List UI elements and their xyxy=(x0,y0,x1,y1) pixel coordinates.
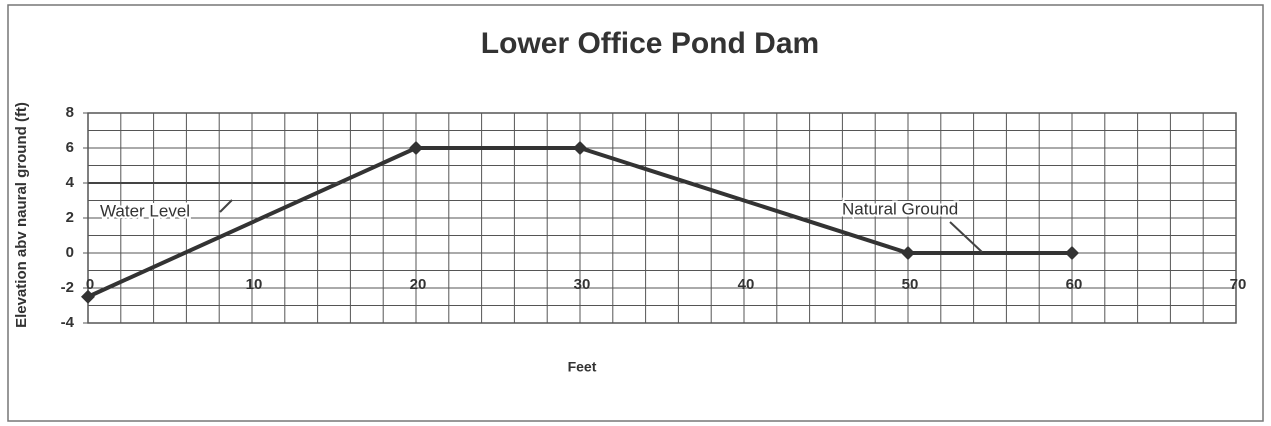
y-tick-label: 6 xyxy=(66,139,74,156)
x-tick-label: 40 xyxy=(738,276,755,293)
annotation: Water Level xyxy=(100,201,190,220)
y-axis-label: Elevation abv naural ground (ft) xyxy=(13,102,30,328)
y-tick-label: 2 xyxy=(66,209,74,226)
data-point xyxy=(901,246,915,260)
y-tick-label: 4 xyxy=(66,174,75,191)
x-tick-label: 0 xyxy=(86,276,94,293)
y-tick-label: 8 xyxy=(66,104,74,121)
y-tick-label: 0 xyxy=(66,244,74,261)
annotation: Natural Ground xyxy=(842,199,958,218)
x-tick-label: 60 xyxy=(1066,276,1083,293)
data-point xyxy=(1065,246,1079,260)
x-tick-label: 20 xyxy=(410,276,427,293)
data-point xyxy=(573,141,587,155)
x-tick-label: 10 xyxy=(246,276,263,293)
data-point xyxy=(409,141,423,155)
x-tick-label: 50 xyxy=(902,276,919,293)
y-tick-label: -2 xyxy=(61,279,74,296)
chart-title: Lower Office Pond Dam xyxy=(481,27,819,60)
x-axis-label: Feet xyxy=(568,359,597,375)
x-tick-label: 30 xyxy=(574,276,591,293)
data-point xyxy=(81,289,95,304)
annotation-leader xyxy=(949,221,983,253)
x-tick-label: 70 xyxy=(1230,276,1247,293)
annotation-leader xyxy=(219,199,233,213)
y-tick-label: -4 xyxy=(61,314,75,331)
